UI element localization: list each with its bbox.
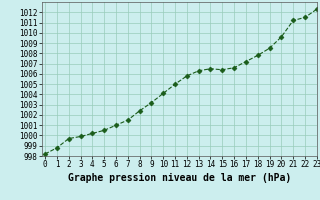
- X-axis label: Graphe pression niveau de la mer (hPa): Graphe pression niveau de la mer (hPa): [68, 173, 291, 183]
